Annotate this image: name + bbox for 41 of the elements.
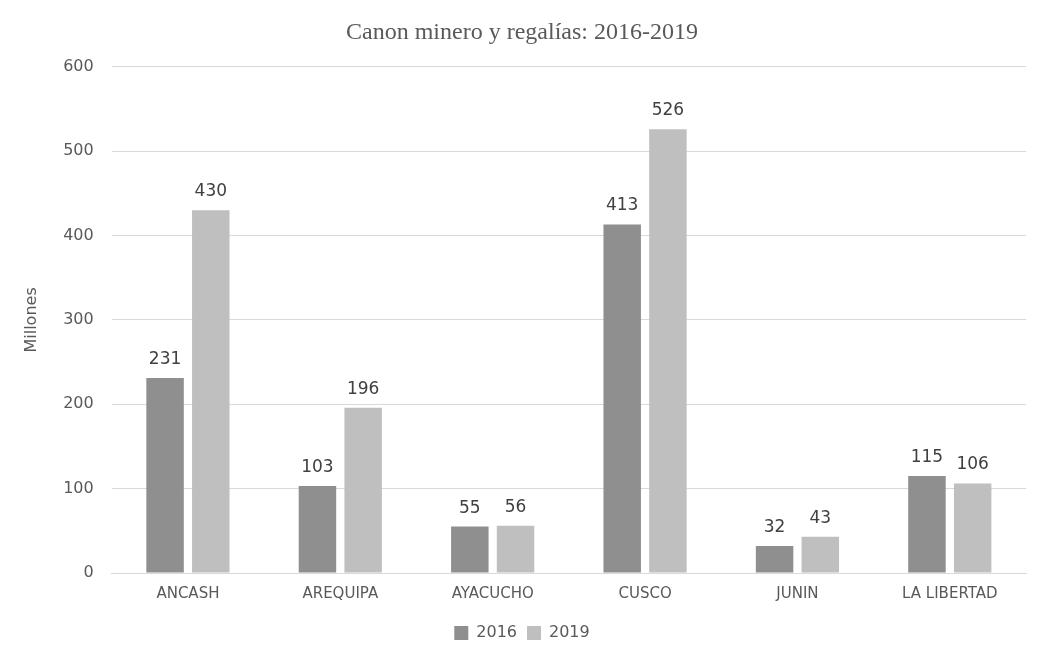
x-tick-label: CUSCO (618, 583, 672, 602)
bar (298, 486, 337, 573)
bar (192, 210, 230, 573)
bar (496, 525, 535, 573)
data-label: 43 (809, 506, 832, 527)
bar (344, 407, 382, 573)
bar (146, 378, 184, 573)
y-tick-label: 100 (63, 477, 94, 497)
y-tick-label: 500 (63, 140, 94, 160)
bar (755, 546, 794, 573)
bar (451, 526, 489, 573)
x-tick-label: JUNIN (775, 583, 819, 602)
data-label: 231 (148, 348, 182, 369)
data-label: 196 (346, 377, 380, 398)
x-tick-label: AREQUIPA (302, 583, 379, 602)
legend-label: 2016 (476, 622, 517, 642)
bar (801, 536, 840, 573)
x-tick-label: LA LIBERTAD (902, 583, 998, 602)
bar (649, 129, 687, 573)
y-tick-label: 300 (63, 309, 94, 329)
x-tick-label: ANCASH (156, 583, 220, 602)
y-axis-title: Millones (20, 287, 40, 353)
data-label: 103 (301, 456, 334, 477)
data-label: 32 (763, 515, 786, 536)
bar (603, 224, 641, 573)
y-tick-label: 600 (63, 55, 94, 75)
y-tick-label: 0 (83, 562, 94, 582)
x-tick-label: AYACUCHO (451, 583, 534, 602)
data-label: 106 (956, 453, 989, 474)
y-tick-label: 200 (63, 393, 94, 413)
data-label: 115 (910, 445, 944, 466)
data-label: 430 (194, 180, 228, 201)
bar (953, 483, 992, 573)
data-label: 413 (605, 194, 639, 215)
data-label: 56 (504, 495, 527, 516)
chart-title: Canon minero y regalías: 2016-2019 (346, 17, 698, 44)
data-label: 55 (459, 496, 481, 517)
bar (908, 475, 946, 573)
legend-label: 2019 (549, 622, 590, 642)
data-label: 526 (651, 99, 685, 120)
y-tick-label: 400 (63, 224, 94, 244)
